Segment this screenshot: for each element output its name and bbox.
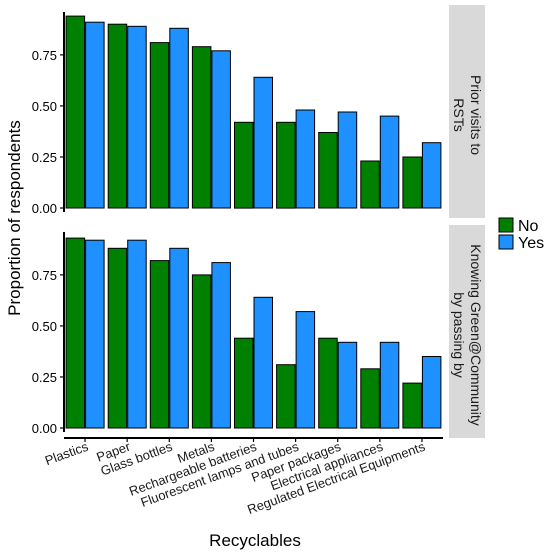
bar-yes [337, 341, 358, 429]
bar-no [149, 260, 170, 429]
bar-no [107, 247, 128, 429]
bar-yes [337, 111, 358, 209]
facet-strip-line: Prior visits to [468, 75, 484, 155]
y-tick-label: 0.00 [32, 421, 57, 436]
facet-strip [449, 225, 485, 438]
bar-yes [85, 239, 105, 429]
bar-yes [379, 115, 400, 209]
y-tick-label: 0.25 [32, 370, 57, 385]
bar-no [402, 156, 422, 209]
bar-yes [85, 21, 105, 209]
bar-no [276, 364, 296, 429]
bar-no [402, 382, 422, 429]
bar-no [191, 46, 212, 209]
bar-yes [253, 76, 273, 209]
legend-label-no: No [518, 218, 539, 235]
facet-strip-label: Knowing Green@Communityby passing by [451, 244, 484, 426]
bar-yes [127, 25, 147, 209]
bar-no [191, 274, 212, 429]
bar-no [360, 368, 380, 429]
facet-strip-label: Prior visits toRSTs [451, 75, 484, 155]
panel-2: 0.00 0.25 0.50 0.75 Knowing Green@Communityb… [32, 225, 485, 442]
x-tick-label: Plastics [43, 439, 91, 469]
bar-no [276, 121, 296, 209]
y-tick-label: 0.75 [32, 268, 57, 283]
bar-yes [211, 50, 231, 209]
bar-yes [169, 27, 189, 209]
facet-strip-line: Knowing Green@Community [468, 244, 484, 426]
bar-no [107, 23, 128, 209]
legend-swatch-no [498, 217, 514, 233]
facet-strip-line: RSTs [451, 98, 467, 131]
y-tick-label: 0.75 [32, 48, 57, 63]
legend-swatch-yes [498, 234, 514, 250]
bar-yes [169, 247, 189, 429]
facet-strip [449, 5, 485, 218]
bar-yes [211, 262, 231, 429]
bar-yes [421, 356, 442, 429]
bar-no [234, 121, 254, 209]
bar-yes [379, 341, 400, 429]
bar-yes [127, 239, 147, 429]
x-axis-title: Recyclables [209, 531, 301, 550]
facet-strip-line: by passing by [451, 292, 467, 378]
bar-no [149, 42, 170, 209]
bar-yes [253, 296, 273, 429]
bar-no [318, 337, 338, 429]
bar-yes [295, 311, 316, 429]
bar-yes [421, 142, 442, 209]
panel-1: 0.00 0.25 0.50 0.75 Prior visits toRSTs [32, 5, 485, 218]
legend-label-yes: Yes [518, 235, 544, 252]
y-tick-label: 0.00 [32, 201, 57, 216]
y-axis-title: Proportion of respondents [5, 120, 24, 316]
y-tick-label: 0.25 [32, 150, 57, 165]
y-tick-label: 0.50 [32, 99, 57, 114]
bar-no [65, 15, 86, 209]
bar-no [65, 237, 86, 429]
bar-no [318, 132, 338, 209]
bar-no [234, 337, 254, 429]
y-tick-label: 0.50 [32, 319, 57, 334]
bar-yes [295, 109, 316, 209]
bar-no [360, 160, 380, 209]
